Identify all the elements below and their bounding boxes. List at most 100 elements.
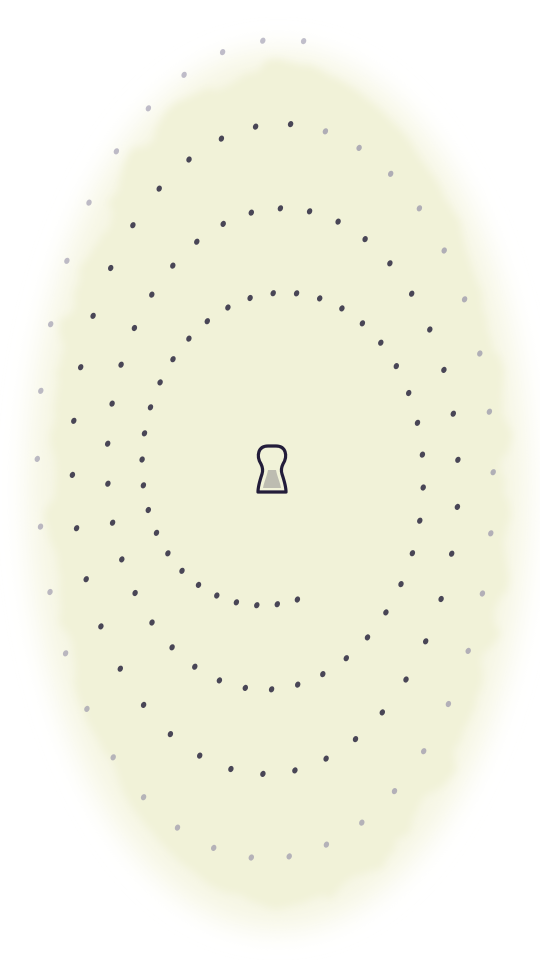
path-dot (409, 550, 416, 557)
path-dot (107, 264, 114, 272)
path-dot (131, 324, 138, 332)
path-dot (130, 222, 136, 229)
path-dot (216, 677, 223, 684)
path-dot (287, 120, 294, 128)
path-dot (323, 841, 330, 848)
path-dot (195, 581, 202, 589)
path-dot (306, 208, 313, 215)
path-dot (71, 417, 77, 424)
path-dot (294, 681, 301, 688)
path-dot (277, 205, 284, 212)
path-dot (139, 456, 145, 463)
path-dot (416, 205, 423, 212)
path-dot (149, 291, 155, 298)
path-dot (98, 623, 104, 630)
path-dot (479, 590, 486, 597)
path-dot (438, 595, 444, 603)
path-dot (86, 199, 92, 206)
path-dot (37, 523, 44, 530)
path-dot (254, 602, 260, 609)
path-dot (408, 290, 415, 297)
path-dot (109, 519, 116, 526)
path-dot (242, 684, 249, 692)
path-dot (145, 506, 152, 514)
path-dot (157, 379, 163, 386)
path-dot (398, 580, 404, 588)
path-dot (393, 362, 400, 370)
path-dot (405, 389, 412, 397)
path-dot (420, 484, 426, 491)
path-dot (186, 156, 192, 163)
path-dot (339, 305, 345, 312)
path-dot (364, 634, 371, 641)
path-dot (448, 550, 455, 557)
path-dot (34, 455, 41, 463)
path-dot (140, 701, 147, 709)
path-dot (427, 326, 433, 333)
path-dot (252, 123, 259, 130)
path-dot (170, 262, 176, 269)
path-dot (465, 647, 471, 655)
path-dot (387, 260, 393, 267)
path-dot (210, 844, 217, 852)
path-dot (147, 404, 154, 411)
path-dot (293, 290, 300, 297)
path-dot (233, 599, 240, 606)
path-dot (248, 854, 255, 861)
keyhole-icon[interactable] (256, 444, 288, 494)
path-dot (62, 650, 69, 657)
path-dot (77, 364, 84, 371)
path-dot (270, 290, 276, 297)
path-dot (417, 517, 423, 524)
path-dot (286, 853, 292, 860)
path-dot (490, 469, 496, 476)
path-dot (104, 440, 111, 447)
path-dot (214, 592, 220, 599)
path-dot (422, 638, 429, 645)
path-dot (356, 144, 362, 152)
path-dot (486, 408, 493, 415)
path-dot (461, 296, 468, 303)
path-dot (441, 247, 447, 254)
path-dot (343, 655, 350, 662)
path-dot (228, 765, 234, 773)
path-dot (196, 752, 203, 759)
path-dot (378, 339, 384, 346)
path-dot (441, 366, 447, 374)
paper-blob (28, 50, 528, 930)
path-dot (140, 482, 147, 489)
path-dot (445, 700, 452, 708)
path-dot (47, 588, 53, 596)
path-dot (247, 294, 253, 302)
path-dot (64, 257, 70, 264)
path-dot (170, 356, 176, 363)
path-dot (450, 410, 457, 417)
path-dot (323, 755, 329, 762)
path-dot (322, 128, 329, 135)
path-dot (414, 419, 421, 426)
path-dot (260, 770, 266, 778)
path-dot (38, 387, 44, 394)
path-dot (192, 663, 198, 670)
spiral-path (34, 37, 496, 861)
path-dot (169, 644, 175, 651)
path-dot (204, 318, 211, 325)
path-dot (387, 170, 394, 177)
path-dot (268, 686, 275, 693)
path-dot (362, 235, 368, 243)
path-dot (165, 550, 171, 557)
path-dot (292, 767, 298, 774)
path-dot (219, 48, 226, 56)
path-dot (90, 312, 96, 319)
path-dot (186, 335, 192, 342)
path-dot (300, 37, 307, 45)
path-dot (455, 456, 461, 463)
path-dot (132, 589, 138, 597)
path-dot (194, 238, 200, 245)
path-dot (248, 209, 255, 216)
path-dot (383, 609, 389, 616)
path-dot (419, 451, 426, 458)
path-dot (352, 735, 359, 743)
path-dot (141, 430, 148, 437)
